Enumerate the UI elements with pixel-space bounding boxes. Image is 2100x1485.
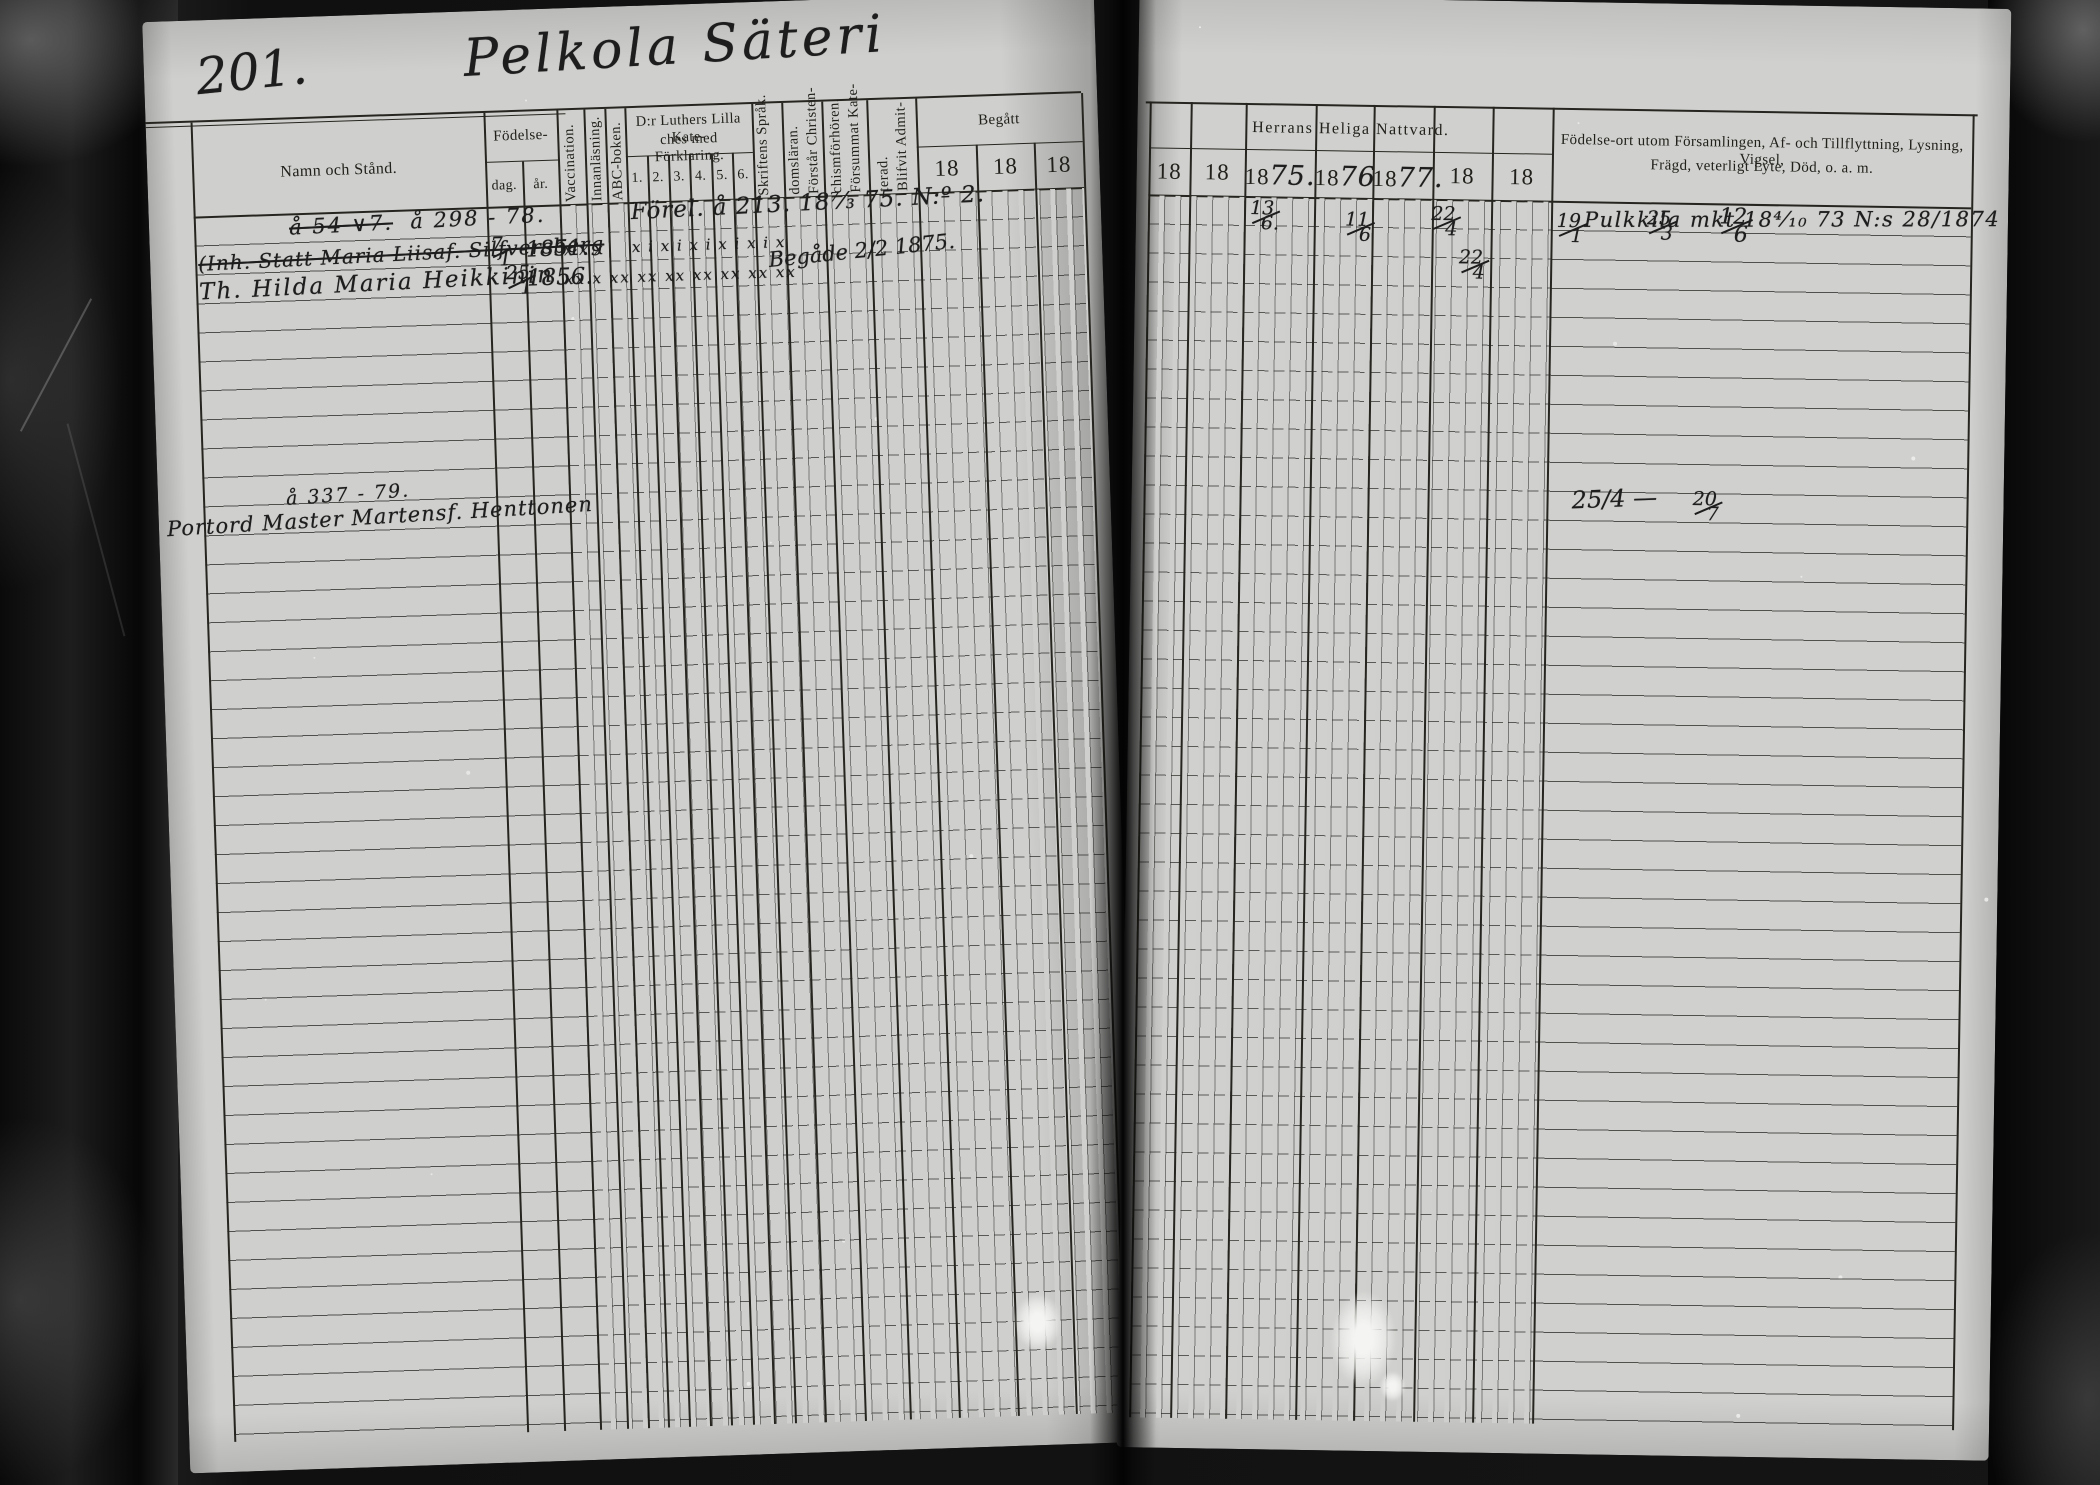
row1-communion-18a: 19 1 — [1557, 210, 1585, 248]
col-header-innanlasning: Innanläsning. — [586, 115, 606, 202]
katekes-col-3: 3. — [673, 169, 686, 185]
paper-speckles — [142, 22, 145, 25]
row3-remark: 25/4 — — [1571, 483, 1658, 515]
row1-communion-1877: 22 4 — [1431, 203, 1460, 241]
col-header-begatt: Begått — [977, 111, 1020, 129]
left-page: 201. Pelkola Säteri Namn och Stånd. Föde… — [142, 0, 1142, 1474]
col-header-ar: år. — [533, 176, 549, 193]
col-header-forstar: Förstår Christen- domsläran. — [784, 86, 822, 195]
name-area-rows — [193, 205, 601, 1442]
katekes-col-1: 1. — [631, 170, 644, 187]
begatt-subrule — [916, 141, 1083, 148]
hhn-year-1875: 1875. — [1244, 160, 1316, 193]
book-left-edge — [0, 0, 178, 1485]
katekes-col-5: 5. — [716, 167, 728, 184]
hhn-year-2: 18 — [1204, 159, 1230, 185]
katekes-col-4: 4. — [694, 168, 707, 184]
katekes-col-6: 6. — [737, 167, 749, 183]
page-number: 201. — [193, 37, 310, 107]
col-header-namn: Namn och Stånd. — [280, 159, 398, 181]
hhn-year-6: 18 — [1449, 163, 1475, 189]
begatt-year-18-1: 18 — [934, 155, 960, 181]
row2-communion-1877: 22 4 — [1459, 246, 1488, 284]
row1-communion-1875: 13 6. — [1249, 197, 1280, 235]
book-fold — [1090, 0, 1156, 1485]
top-rule — [1145, 101, 1978, 117]
begatt-year-18-2: 18 — [992, 153, 1019, 180]
paper-speckles — [1198, 26, 1201, 29]
col-header-dag: dag. — [491, 177, 518, 194]
right-grid-lines — [1129, 0, 2011, 1431]
col-header-blifvit: Blifvit Admit- terad. — [875, 101, 912, 192]
right-page: Herrans Heliga Nattvard. 18 18 1875. 187… — [1116, 0, 2012, 1461]
row1-communion-1876: 11 6 — [1345, 209, 1374, 247]
col-header-vaccination: Vaccination. — [560, 123, 580, 203]
begatt-year-18-3: 18 — [1046, 151, 1072, 178]
row1-vaccination-marks: xxx — [563, 238, 610, 260]
row3-communion-18b: 20 7 — [1693, 488, 1721, 526]
col-header-skriftens: Skriftens Språk. — [752, 93, 773, 196]
col-header-fodelse: Födelse- — [492, 126, 549, 145]
hhn-year-1876: 1876 — [1314, 161, 1377, 193]
row1-remark: Pulkkila mkt 18⁴⁄₁₀ 73 N:s 28/1874 — [1583, 207, 2001, 232]
page-title: Pelkola Säteri — [461, 4, 888, 90]
katekes-col-2: 2. — [652, 169, 665, 186]
tally-area-rows — [559, 188, 1125, 1430]
remarks-area-rows — [1532, 201, 1972, 1431]
col-header-forsummat: Försummat Kate- chismförhören. — [826, 83, 865, 194]
hhn-year-1877: 1877. — [1372, 162, 1444, 195]
hhn-year-7: 18 — [1508, 164, 1535, 190]
